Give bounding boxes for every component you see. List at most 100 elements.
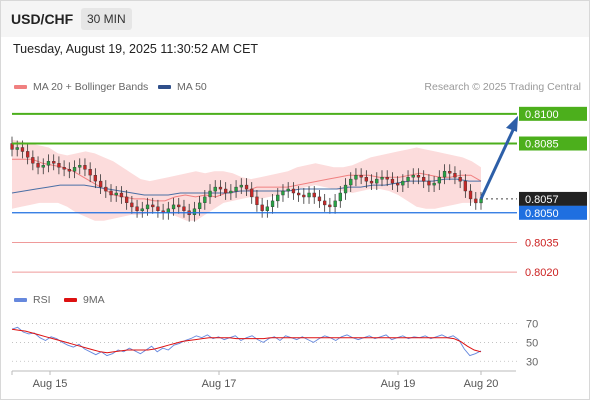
candle-body	[203, 196, 207, 203]
candle-body	[380, 176, 384, 180]
candle-body	[83, 165, 87, 170]
x-tick-label: Aug 17	[202, 378, 237, 390]
candle-body	[302, 194, 306, 198]
candle-body	[281, 190, 285, 196]
candle-body	[145, 204, 150, 210]
candle-body	[88, 168, 92, 176]
candle-body	[229, 190, 233, 194]
timestamp: Tuesday, August 19, 2025 11:30:52 AM CET	[13, 42, 259, 56]
legend-rsi-label: RSI	[33, 294, 51, 306]
rsi-tick-50: 50	[526, 337, 538, 349]
forecast-arrow-head	[506, 115, 518, 132]
candle-body	[15, 147, 19, 150]
level-label-0.8085: 0.8085	[525, 139, 559, 151]
candle-body	[72, 167, 77, 172]
ma20-swatch	[14, 85, 27, 90]
candle-body	[343, 184, 348, 194]
symbol-title: USD/CHF	[11, 11, 74, 27]
candle-body	[349, 178, 353, 186]
candle-body	[297, 192, 301, 196]
x-tick-label: Aug 20	[464, 378, 499, 390]
ma9-swatch	[64, 298, 77, 303]
level-label-0.8020: 0.8020	[525, 267, 559, 279]
candle-body	[135, 206, 139, 212]
legend-ma20: MA 20 + Bollinger Bands	[14, 81, 148, 93]
level-label-0.8057: 0.8057	[525, 194, 559, 206]
candle-body	[312, 192, 316, 198]
timeframe-button[interactable]: 30 MIN	[81, 8, 132, 30]
candle-body	[270, 200, 275, 207]
candle-body	[338, 192, 342, 202]
candle-body	[46, 161, 51, 166]
legend-ma50: MA 50	[158, 81, 207, 93]
candle-body	[192, 208, 197, 215]
forecast-arrow-shaft	[479, 127, 516, 200]
candle-body	[390, 178, 395, 184]
rsi-line	[11, 326, 482, 357]
candle-body	[67, 168, 72, 172]
candle-body	[432, 182, 436, 186]
candle-body	[276, 194, 280, 202]
rsi-9ma-line	[11, 328, 482, 354]
candle-body	[223, 188, 228, 194]
level-tag-0.8100	[519, 106, 587, 121]
candle-body	[114, 192, 118, 196]
candle-body	[31, 157, 35, 164]
copyright: Research © 2025 Trading Central	[424, 81, 581, 93]
candle-body	[260, 204, 264, 211]
candle-body	[437, 176, 441, 184]
candle-body	[427, 180, 431, 186]
legend-9ma-label: 9MA	[83, 294, 105, 306]
candle-body	[151, 204, 155, 208]
candle-body	[265, 206, 269, 212]
candle-body	[474, 198, 478, 204]
candle-body	[323, 200, 327, 206]
rsi-tick-30: 30	[526, 356, 538, 368]
header-bar: USD/CHF 30 MIN	[1, 1, 589, 37]
candle-body	[213, 186, 217, 192]
candle-body	[458, 176, 462, 182]
legend-9ma: 9MA	[64, 294, 105, 306]
candle-body	[442, 170, 447, 178]
candle-body	[406, 176, 410, 182]
candle-body	[250, 188, 254, 198]
candle-body	[333, 200, 337, 207]
candle-body	[468, 190, 473, 200]
ma50-swatch	[158, 85, 171, 90]
candle-body	[26, 151, 30, 158]
candle-body	[411, 174, 415, 178]
candle-body	[130, 202, 134, 208]
candle-body	[239, 184, 243, 188]
candle-body	[208, 190, 212, 198]
candle-body	[317, 196, 322, 202]
candle-body	[140, 208, 144, 212]
candle-body	[463, 180, 467, 192]
candle-body	[20, 147, 25, 152]
candle-body	[244, 184, 249, 190]
candle-body	[104, 186, 108, 192]
candle-body	[291, 188, 296, 194]
candle-body	[234, 186, 238, 192]
candle-body	[479, 198, 483, 204]
candle-body	[93, 174, 98, 182]
candle-body	[62, 167, 66, 170]
level-label-0.8100: 0.8100	[525, 109, 559, 121]
candle-body	[98, 180, 103, 188]
candle-body	[422, 176, 426, 182]
candle-body	[307, 192, 311, 198]
candle-body	[396, 182, 400, 186]
level-tag-0.8085	[519, 136, 587, 151]
candle-body	[364, 176, 368, 182]
candle-body	[57, 163, 61, 168]
level-tag-0.8050	[519, 205, 587, 220]
rsi-tick-70: 70	[526, 319, 538, 331]
candle-body	[119, 192, 124, 198]
x-tick-label: Aug 19	[381, 378, 416, 390]
candle-body	[286, 188, 290, 192]
candle-body	[177, 204, 181, 208]
candle-body	[453, 172, 457, 178]
candle-body	[182, 206, 186, 212]
candle-body	[448, 170, 452, 174]
